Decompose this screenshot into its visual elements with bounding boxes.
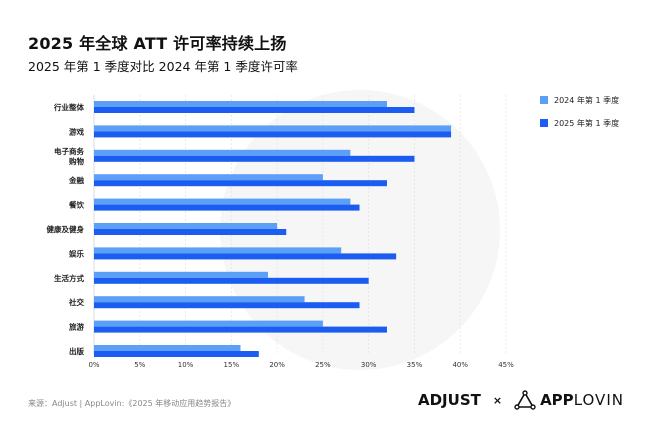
category-label: 购物 — [69, 156, 84, 166]
x-tick-label: 0% — [88, 361, 99, 369]
category-label: 娱乐 — [69, 248, 84, 258]
bar-2024 — [94, 296, 305, 303]
bar-2025 — [94, 253, 397, 260]
bar-2024 — [94, 125, 452, 132]
bar-2025 — [94, 204, 360, 211]
category-label: 旅游 — [69, 322, 84, 332]
category-label: 餐饮 — [68, 200, 84, 210]
legend-swatch — [540, 119, 548, 127]
x-tick-label: 40% — [452, 361, 468, 369]
bar-2024 — [94, 271, 268, 278]
x-tick-label: 30% — [361, 361, 377, 369]
bar-2024 — [94, 174, 323, 181]
bar-2025 — [94, 107, 415, 113]
bar-2024 — [94, 247, 342, 254]
separator: × — [492, 393, 503, 407]
category-label: 游戏 — [69, 126, 84, 136]
bar-2025 — [94, 155, 415, 162]
legend-swatch — [540, 96, 548, 104]
legend-label: 2024 年第 1 季度 — [554, 95, 619, 105]
x-tick-label: 15% — [224, 361, 240, 369]
applovin-logo: APPLOVIN — [514, 390, 624, 410]
x-tick-label: 25% — [315, 361, 331, 369]
category-label: 出版 — [69, 346, 84, 356]
bar-2024 — [94, 345, 241, 351]
bar-2024 — [94, 198, 351, 205]
x-tick-label: 20% — [269, 361, 285, 369]
category-label: 健康及健身 — [47, 224, 85, 234]
bar-2025 — [94, 131, 452, 138]
applovin-light: LOVIN — [573, 391, 624, 409]
x-tick-label: 5% — [134, 361, 145, 369]
bar-2024 — [94, 320, 323, 327]
logos: ADJUST × APPLOVIN — [418, 390, 624, 410]
source-note: 来源：Adjust | AppLovin:《2025 年移动应用趋势报告》 — [28, 399, 236, 408]
bar-2024 — [94, 223, 278, 229]
bar-2024 — [94, 149, 351, 156]
bar-2025 — [94, 277, 369, 284]
bar-2025 — [94, 302, 360, 309]
bar-2025 — [94, 180, 387, 187]
applovin-triangle-icon — [514, 390, 536, 410]
applovin-bold: APP — [540, 391, 574, 409]
category-label: 金融 — [68, 175, 84, 185]
bar-2025 — [94, 326, 387, 333]
category-label: 电子商务 — [54, 146, 84, 156]
category-label: 社交 — [68, 297, 84, 307]
bar-2025 — [94, 229, 287, 235]
bar-2025 — [94, 351, 259, 357]
legend-label: 2025 年第 1 季度 — [554, 118, 619, 128]
category-label: 行业整体 — [53, 102, 84, 112]
category-label: 生活方式 — [54, 273, 84, 283]
x-tick-label: 10% — [178, 361, 194, 369]
bar-2024 — [94, 101, 387, 107]
chart-title: 2025 年全球 ATT 许可率持续上扬 — [28, 34, 287, 53]
chart-subtitle: 2025 年第 1 季度对比 2024 年第 1 季度许可率 — [28, 59, 298, 74]
x-tick-label: 45% — [498, 361, 514, 369]
adjust-logo: ADJUST — [418, 391, 481, 409]
x-tick-label: 35% — [407, 361, 423, 369]
